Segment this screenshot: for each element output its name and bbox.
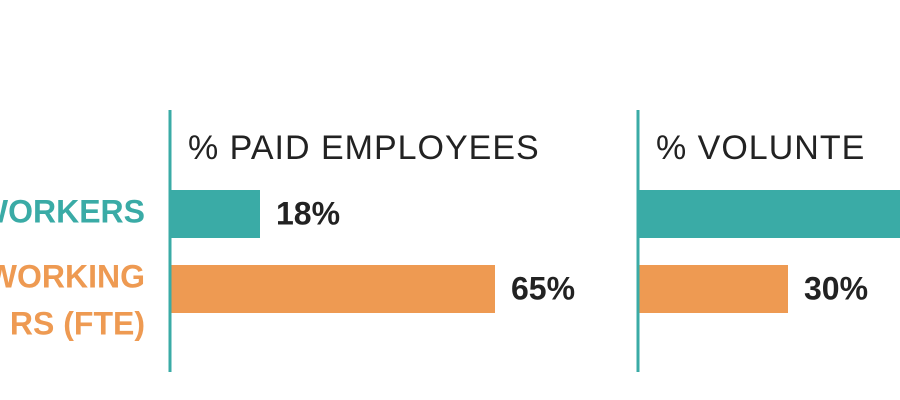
bar — [638, 190, 900, 238]
category-label: RS (FTE) — [10, 305, 145, 341]
value-label: 65% — [511, 270, 575, 306]
panel-title: % PAID EMPLOYEES — [188, 129, 540, 167]
category-label: WORKERS — [0, 193, 145, 229]
category-label: WORKING — [0, 258, 145, 294]
value-label: 30% — [804, 270, 868, 306]
value-label: 18% — [276, 195, 340, 231]
panel-title: % VOLUNTE — [656, 129, 865, 167]
bar — [638, 265, 788, 313]
bar — [170, 265, 495, 313]
bar — [170, 190, 260, 238]
